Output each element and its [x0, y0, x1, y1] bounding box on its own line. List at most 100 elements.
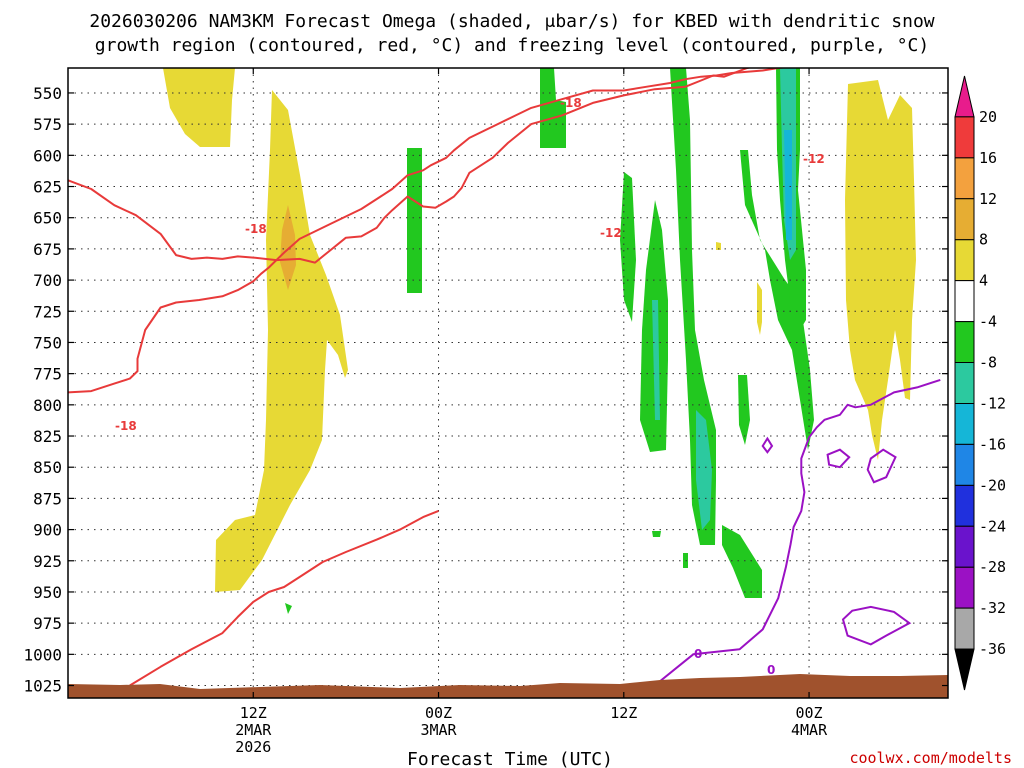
freezing-level-loop: [866, 448, 897, 484]
colorbar-tick-label: -36: [979, 640, 1006, 658]
omega-shade-core-cyan: [784, 130, 792, 240]
colorbar-swatch: [954, 566, 975, 609]
dgz-label-minus18-left: -18: [245, 222, 267, 236]
colorbar-tick-label: -4: [979, 313, 997, 331]
y-tick-label: 700: [33, 271, 62, 290]
omega-shade-positive-core: [280, 205, 296, 290]
y-tick-label: 1025: [23, 677, 62, 696]
dgz-label-minus18-bottom: -18: [115, 419, 137, 433]
y-tick-label: 575: [33, 115, 62, 134]
freezing-level-loop: [826, 448, 851, 469]
x-tick-label: 3MAR: [420, 721, 457, 739]
y-tick-label: 725: [33, 302, 62, 321]
colorbar: 20 16 12 8 4 -4 -8 -12 -16 -20 -24 -28 -32 -36: [954, 75, 1006, 691]
omega-shade-positive-late-column: [845, 80, 916, 460]
omega-shading: [163, 68, 916, 614]
omega-shade-negative-dot-a: [285, 603, 292, 614]
colorbar-tick-label: 12: [979, 190, 997, 208]
x-tick-label: 12Z: [610, 704, 637, 722]
y-tick-label: 750: [33, 333, 62, 352]
omega-shade-positive-early-top: [163, 68, 235, 147]
omega-shade-negative-top-bar: [540, 68, 566, 148]
colorbar-swatch: [954, 443, 975, 486]
colorbar-swatch: [954, 239, 975, 282]
omega-shade-positive-small-late: [757, 282, 762, 335]
y-tick-label: 825: [33, 427, 62, 446]
colorbar-tick-label: 20: [979, 108, 997, 126]
y-tick-label: 625: [33, 178, 62, 197]
freezing-level-loop: [841, 605, 912, 646]
freezing-level-contour: [654, 378, 941, 687]
colorbar-tick-label: 8: [979, 231, 988, 249]
colorbar-swatch: [954, 525, 975, 568]
y-tick-label: 775: [33, 365, 62, 384]
omega-shade-strong-b: [696, 410, 712, 530]
colorbar-swatch: [954, 321, 975, 364]
y-axis: 550 575 600 625 650 675 700 725 750 775 800 825 850 8…: [23, 84, 948, 696]
colorbar-tick-label: -20: [979, 476, 1006, 494]
colorbar-swatch: [954, 607, 975, 650]
omega-shade-negative-lower-lobe: [722, 525, 762, 598]
omega-shade-positive-main-column: [215, 90, 348, 592]
colorbar-tick-label: -12: [979, 394, 1006, 412]
colorbar-swatch: [954, 198, 975, 241]
freezing-label-0-a: 0: [694, 647, 702, 661]
colorbar-tick-label: -8: [979, 354, 997, 372]
omega-shade-negative-late-wide: [740, 150, 814, 450]
colorbar-swatch: [954, 484, 975, 527]
omega-shade-negative-early-bar: [407, 148, 422, 293]
dgz-contour-2: [129, 509, 439, 687]
gridlines: [68, 68, 948, 698]
contour-labels: -18 -12 -18 -12 -18 0 0: [115, 96, 825, 677]
colorbar-swatch: [954, 157, 975, 200]
omega-shade-strong-a: [652, 300, 660, 420]
dgz-label-minus12-mid: -12: [600, 226, 622, 240]
y-tick-label: 850: [33, 458, 62, 477]
x-tick-label: 00Z: [796, 704, 823, 722]
y-tick-label: 975: [33, 614, 62, 633]
plot-frame: [67, 67, 949, 699]
dgz-label-minus18-top: -18: [560, 96, 582, 110]
y-tick-label: 550: [33, 84, 62, 103]
y-tick-label: 1000: [23, 645, 62, 664]
omega-shade-positive-tiny-dot: [716, 242, 721, 250]
y-tick-label: 950: [33, 583, 62, 602]
y-tick-label: 900: [33, 521, 62, 540]
colorbar-swatch: [954, 280, 975, 323]
ground-surface: [68, 674, 948, 698]
freezing-label-0-b: 0: [767, 663, 775, 677]
x-tick-label: 12Z: [240, 704, 267, 722]
dgz-label-minus12-right: -12: [803, 152, 825, 166]
colorbar-tick-label: -16: [979, 435, 1006, 453]
y-tick-label: 650: [33, 209, 62, 228]
x-axis-title: Forecast Time (UTC): [407, 749, 613, 768]
colorbar-swatch: [954, 362, 975, 404]
plot-area: -18 -12 -18 -12 -18 0 0: [68, 68, 948, 698]
credit-text: coolwx.com/modelts: [849, 749, 1012, 767]
y-tick-label: 875: [33, 489, 62, 508]
x-tick-label: 2026: [235, 738, 271, 756]
contours: [68, 68, 941, 687]
y-tick-label: 600: [33, 146, 62, 165]
y-tick-label: 925: [33, 552, 62, 571]
chart-title-line-2: growth region (contoured, red, °C) and f…: [95, 35, 929, 56]
dgz-contour-1: [68, 68, 788, 394]
colorbar-tick-label: -24: [979, 517, 1006, 535]
colorbar-tick-label: -32: [979, 599, 1006, 617]
colorbar-tick-label: 4: [979, 272, 988, 290]
omega-shade-negative-dot-b: [652, 531, 661, 537]
x-tick-label: 2MAR: [235, 721, 272, 739]
colorbar-tick-label: -28: [979, 558, 1006, 576]
colorbar-swatch: [954, 402, 975, 445]
x-tick-label: 4MAR: [791, 721, 828, 739]
chart-title-line-1: 2026030206 NAM3KM Forecast Omega (shaded…: [89, 11, 934, 32]
colorbar-tick-label: 16: [979, 149, 997, 167]
colorbar-swatch: [954, 116, 975, 159]
freezing-level-loop: [761, 436, 774, 454]
colorbar-swatch: [954, 648, 975, 691]
y-tick-label: 675: [33, 240, 62, 259]
dgz-contour-0: [68, 68, 752, 264]
x-tick-label: 00Z: [425, 704, 452, 722]
